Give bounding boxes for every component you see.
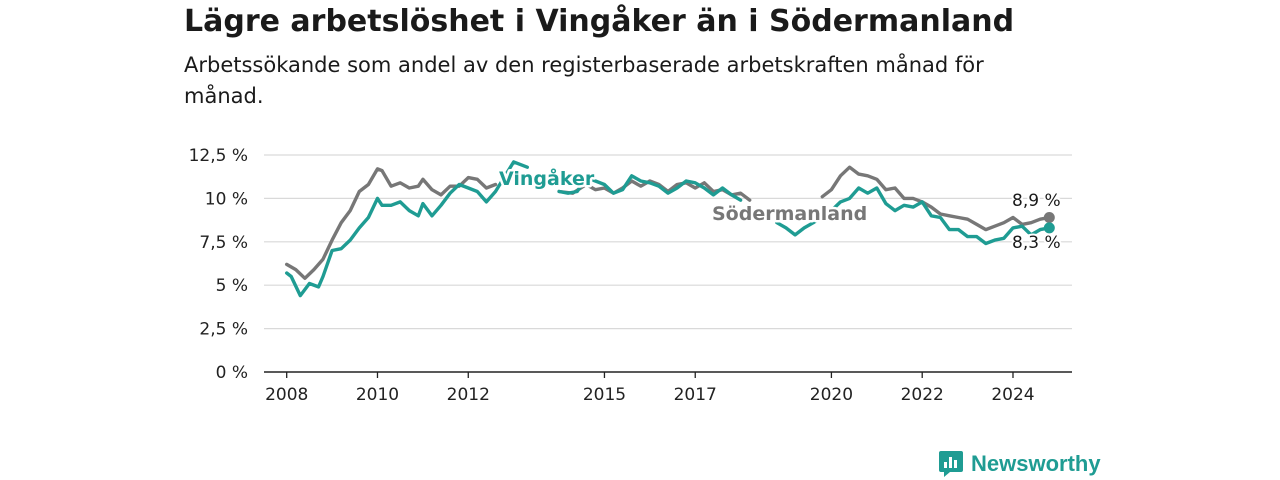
x-tick-label: 2008 — [265, 385, 308, 405]
series-end-marker — [1043, 222, 1055, 234]
y-tick-label: 10 % — [205, 189, 248, 209]
y-tick-label: 5 % — [216, 276, 248, 296]
chart-subtitle: Arbetssökande som andel av den registerb… — [184, 53, 984, 108]
end-label-vingaker: 8,3 % — [1012, 233, 1061, 253]
series-label-sodermanland: Södermanland — [712, 203, 867, 225]
line-chart: 0 % 2,5 % 5 % 7,5 % 10 % 12,5 % 2008 2010 2012 20… — [189, 146, 1072, 405]
y-tick-label: 12,5 % — [189, 146, 248, 166]
newsworthy-logo-icon — [939, 451, 963, 477]
axes: 0 % 2,5 % 5 % 7,5 % 10 % 12,5 % 2008 2010 2012 20… — [189, 146, 1072, 405]
x-tick-label: 2024 — [991, 385, 1034, 405]
y-tick-label: 0 % — [216, 363, 248, 383]
series-line-södermanland — [285, 165, 1051, 280]
series-label-vingaker: Vingåker — [499, 166, 595, 190]
end-label-sodermanland: 8,9 % — [1012, 191, 1061, 211]
x-tick-label: 2012 — [447, 385, 490, 405]
series-line-vingåker — [285, 160, 1051, 298]
x-tick-label: 2010 — [356, 385, 399, 405]
x-tick-label: 2020 — [810, 385, 853, 405]
brand-logo[interactable]: Newsworthy — [938, 448, 1101, 480]
y-tick-label: 2,5 % — [199, 320, 248, 340]
chart-title: Lägre arbetslöshet i Vingåker än i Söder… — [184, 4, 1015, 39]
grid-lines — [264, 154, 1072, 330]
series-lines — [285, 160, 1055, 298]
x-tick-label: 2022 — [901, 385, 944, 405]
series-labels: Vingåker Södermanland 8,9 % 8,3 % — [497, 164, 1063, 256]
y-tick-label: 7,5 % — [199, 233, 248, 253]
x-tick-label: 2017 — [674, 385, 717, 405]
x-tick-label: 2015 — [583, 385, 626, 405]
series-end-marker — [1043, 211, 1055, 223]
brand-name: Newsworthy — [971, 451, 1101, 476]
